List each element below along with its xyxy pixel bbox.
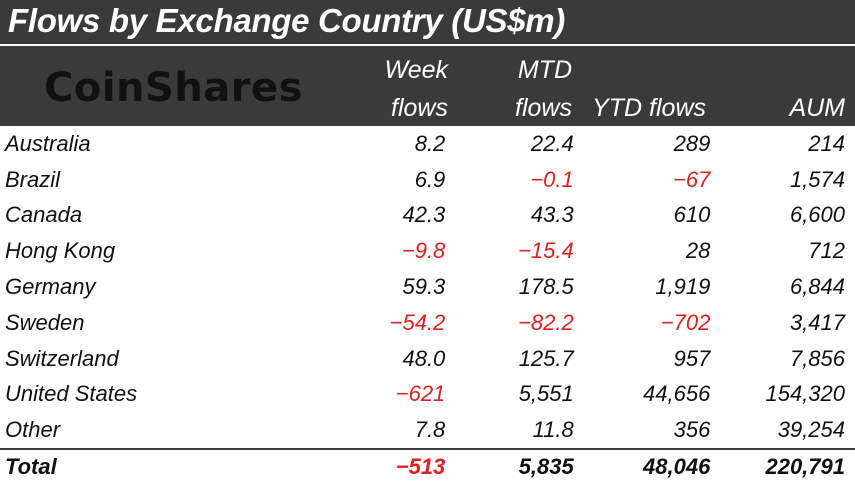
ytd-cell: −702 [660, 309, 711, 335]
country-cell: United States [5, 381, 138, 407]
table-row: Switzerland 48.0 125.7 957 7,856 [0, 341, 855, 377]
country-cell: Other [5, 417, 61, 443]
mtd-cell: 5,835 [453, 448, 579, 484]
table-row: Brazil 6.9 −0.1 −67 1,574 [0, 162, 855, 198]
col-header-week-line1: Week [384, 56, 448, 84]
ytd-cell: 356 [673, 417, 711, 443]
table-row: Germany 59.3 178.5 1,919 6,844 [0, 269, 855, 305]
week-cell: 48.0 [402, 345, 446, 371]
mtd-cell: −82.2 [518, 309, 574, 335]
ytd-cell: 48,046 [578, 448, 715, 484]
aum-cell: 154,320 [765, 381, 845, 407]
country-cell: Canada [5, 202, 83, 228]
col-header-week-line2: flows [391, 94, 448, 122]
ytd-cell: 44,656 [643, 381, 711, 407]
aum-cell: 220,791 [714, 448, 855, 484]
week-cell: −621 [395, 381, 446, 407]
aum-cell: 214 [808, 130, 845, 156]
flows-table: Australia 8.2 22.4 289 214 Brazil 6.9 −0.1 −67 1,… [0, 126, 855, 484]
ytd-cell: 610 [673, 202, 711, 228]
week-cell: 42.3 [402, 202, 446, 228]
week-cell: −54.2 [389, 309, 446, 335]
mtd-cell: 5,551 [518, 381, 574, 407]
table-row: Canada 42.3 43.3 610 6,600 [0, 198, 855, 234]
week-cell: −9.8 [401, 238, 446, 264]
coinshares-logo: CoinShares [44, 65, 303, 111]
title-divider [0, 44, 855, 46]
mtd-cell: 178.5 [518, 274, 574, 300]
table-body: Australia 8.2 22.4 289 214 Brazil 6.9 −0.1 −67 1,… [0, 126, 855, 484]
country-cell: Hong Kong [5, 238, 116, 264]
aum-cell: 39,254 [777, 417, 845, 443]
aum-cell: 3,417 [789, 309, 845, 335]
table-row: Sweden −54.2 −82.2 −702 3,417 [0, 305, 855, 341]
table-row: Hong Kong −9.8 −15.4 28 712 [0, 233, 855, 269]
week-cell: −513 [303, 448, 454, 484]
ytd-cell: −67 [673, 166, 711, 192]
aum-cell: 6,844 [789, 274, 845, 300]
mtd-cell: 43.3 [530, 202, 574, 228]
table-row: United States −621 5,551 44,656 154,320 [0, 377, 855, 413]
country-cell: Brazil [5, 166, 61, 192]
mtd-cell: −15.4 [518, 238, 574, 264]
ytd-cell: 957 [673, 345, 711, 371]
country-cell: Australia [5, 130, 91, 156]
col-header-mtd-line2: flows [515, 94, 572, 122]
mtd-cell: 22.4 [530, 130, 574, 156]
table-row: Other 7.8 11.8 356 39,254 [0, 412, 855, 449]
week-cell: 8.2 [414, 130, 446, 156]
week-cell: 6.9 [414, 166, 446, 192]
table-header: Flows by Exchange Country (US$m) CoinSha… [0, 0, 855, 126]
ytd-cell: 28 [685, 238, 711, 264]
country-cell: Switzerland [5, 345, 119, 371]
aum-cell: 6,600 [789, 202, 845, 228]
col-header-mtd-line1: MTD [517, 56, 572, 84]
mtd-cell: 125.7 [518, 345, 574, 371]
ytd-cell: 1,919 [655, 274, 711, 300]
aum-cell: 712 [808, 238, 845, 264]
country-cell: Germany [5, 274, 96, 300]
ytd-cell: 289 [673, 130, 711, 156]
week-cell: 7.8 [414, 417, 446, 443]
aum-cell: 1,574 [789, 166, 845, 192]
mtd-cell: 11.8 [532, 417, 574, 443]
week-cell: 59.3 [402, 274, 446, 300]
aum-cell: 7,856 [789, 345, 845, 371]
col-header-aum: AUM [789, 94, 845, 122]
table-row: Australia 8.2 22.4 289 214 [0, 126, 855, 162]
col-header-ytd: YTD flows [592, 94, 706, 122]
mtd-cell: −0.1 [530, 166, 574, 192]
country-cell: Sweden [5, 309, 85, 335]
table-title: Flows by Exchange Country (US$m) [8, 2, 565, 39]
total-row: Total −513 5,835 48,046 220,791 [0, 448, 855, 484]
country-cell: Total [0, 448, 304, 484]
